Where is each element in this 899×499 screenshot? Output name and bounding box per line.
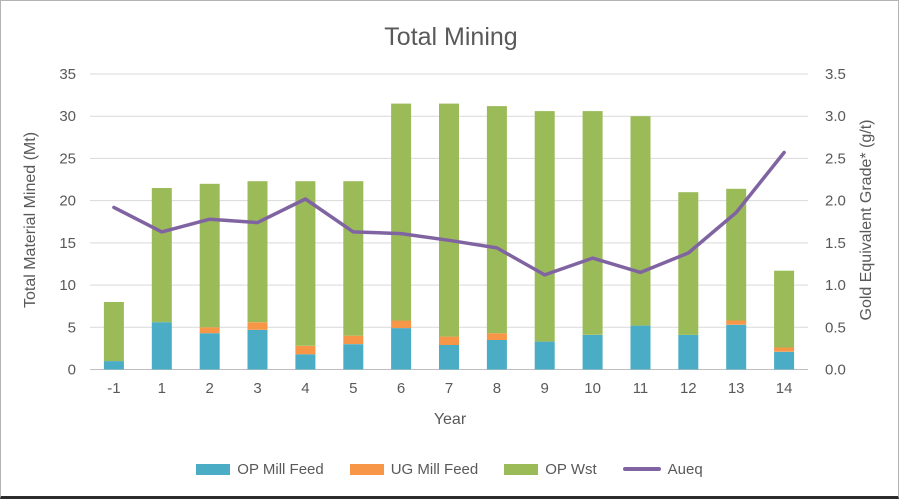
bar-segment-op-wst xyxy=(343,181,364,336)
bar-segment-op-wst xyxy=(486,106,507,334)
bar-segment-ug-mill-feed xyxy=(247,322,268,330)
chart-title: Total Mining xyxy=(384,23,517,51)
bar-segment-op-wst xyxy=(199,183,220,328)
x-axis-tick-label: 6 xyxy=(397,380,405,397)
bar-segment-op-wst xyxy=(439,103,459,337)
x-axis-title: Year xyxy=(434,411,467,428)
bar-segment-ug-mill-feed xyxy=(774,347,795,352)
left-axis-tick-label: 5 xyxy=(68,319,76,336)
x-axis-tick-label: -1 xyxy=(107,380,120,397)
right-axis-tick-label: 3.5 xyxy=(825,66,846,83)
legend-item-ug-mill-feed: UG Mill Feed xyxy=(349,460,479,478)
legend-item-op-wst: OP Wst xyxy=(504,460,597,478)
x-axis-tick-label: 11 xyxy=(633,380,649,397)
right-axis-tick-label: 2.0 xyxy=(825,193,846,210)
x-axis-tick-label: 8 xyxy=(493,380,501,397)
left-axis-title: Total Material Mined (Mt) xyxy=(22,132,39,308)
legend-label: UG Mill Feed xyxy=(390,460,479,478)
right-axis-tick-label: 1.0 xyxy=(825,277,846,294)
legend-item-op-mill-feed: OP Mill Feed xyxy=(196,460,324,478)
bar-segment-op-mill-feed xyxy=(774,351,795,370)
x-axis-tick-label: 12 xyxy=(680,380,697,397)
x-axis-tick-label: 14 xyxy=(776,380,793,397)
legend-label: OP Mill Feed xyxy=(237,460,324,478)
left-axis-tick-label: 15 xyxy=(59,235,76,252)
right-axis-tick-label: 0.0 xyxy=(825,362,846,379)
legend-color-swatch xyxy=(504,463,539,475)
bar-segment-ug-mill-feed xyxy=(726,320,747,325)
legend-color-swatch xyxy=(349,463,384,475)
bar-segment-op-wst xyxy=(726,188,747,321)
x-axis-tick-label: 4 xyxy=(301,380,309,397)
left-axis-tick-label: 35 xyxy=(59,66,76,83)
bar-segment-op-wst xyxy=(391,103,412,321)
right-axis-tick-label: 3.0 xyxy=(825,108,846,125)
bar-segment-op-wst xyxy=(295,181,316,346)
bar-segment-op-wst xyxy=(534,111,555,342)
legend: OP Mill Feed UG Mill Feed OP Wst Aueq xyxy=(1,457,898,481)
bar-segment-ug-mill-feed xyxy=(486,333,507,340)
bar-segment-op-mill-feed xyxy=(678,334,699,370)
left-axis-tick-label: 25 xyxy=(59,150,76,167)
x-axis-tick-label: 9 xyxy=(541,380,549,397)
left-axis-tick-label: 20 xyxy=(59,193,76,210)
bar-segment-op-mill-feed xyxy=(582,334,603,370)
bar-segment-op-wst xyxy=(630,116,651,326)
bar-segment-op-mill-feed xyxy=(247,329,268,370)
right-axis-tick-label: 0.5 xyxy=(825,319,846,336)
bar-segment-ug-mill-feed xyxy=(439,336,459,345)
legend-color-swatch xyxy=(196,463,231,475)
bar-segment-op-mill-feed xyxy=(630,325,651,370)
legend-label: Aueq xyxy=(667,460,703,478)
plot-area: 0 0.05 0.510 1.015 1.520 2.025 2.530 3.035 3.5-1… xyxy=(59,66,846,397)
bar-segment-ug-mill-feed xyxy=(343,335,364,345)
bar-segment-op-wst xyxy=(774,270,795,348)
bar-segment-ug-mill-feed xyxy=(391,320,412,329)
bar-segment-op-mill-feed xyxy=(439,345,459,370)
bar-segment-ug-mill-feed xyxy=(295,345,316,355)
aueq-line xyxy=(112,150,786,277)
x-axis-tick-label: 5 xyxy=(349,380,357,397)
right-axis-tick-label: 2.5 xyxy=(825,150,846,167)
x-axis-tick-label: 13 xyxy=(728,380,745,397)
x-axis-tick-label: 10 xyxy=(584,380,601,397)
bar-segment-op-mill-feed xyxy=(534,341,555,370)
x-axis-tick-label: 3 xyxy=(253,380,261,397)
left-axis-tick-label: 0 xyxy=(68,362,76,379)
right-axis-tick-label: 1.5 xyxy=(825,235,846,252)
right-axis-title: Gold Equivalent Grade* (g/t) xyxy=(858,120,875,321)
bar-segment-op-mill-feed xyxy=(199,333,220,370)
legend-line-swatch xyxy=(622,467,661,471)
x-axis-tick-label: 7 xyxy=(445,380,453,397)
bar-segment-op-mill-feed xyxy=(343,344,364,370)
x-axis-tick-label: 1 xyxy=(158,380,166,397)
bar-segment-op-wst xyxy=(678,192,699,335)
left-axis-tick-label: 30 xyxy=(59,108,76,125)
bar-segment-op-mill-feed xyxy=(726,324,747,370)
bar-segment-op-mill-feed xyxy=(486,339,507,370)
bar-segment-op-wst xyxy=(247,181,268,323)
bar-segment-op-wst xyxy=(151,188,172,323)
bar-segment-op-mill-feed xyxy=(295,354,316,370)
bar-segment-op-wst xyxy=(582,111,603,335)
bar-segment-op-mill-feed xyxy=(391,328,412,370)
bar-segment-op-wst xyxy=(103,302,124,362)
left-axis-tick-label: 10 xyxy=(59,277,76,294)
bar-segment-op-mill-feed xyxy=(103,361,124,370)
x-axis-tick-label: 2 xyxy=(206,380,214,397)
bar-segment-ug-mill-feed xyxy=(199,327,220,334)
legend-item-aueq: Aueq xyxy=(622,460,703,478)
legend-label: OP Wst xyxy=(545,460,597,478)
bar-segment-op-mill-feed xyxy=(151,322,172,370)
